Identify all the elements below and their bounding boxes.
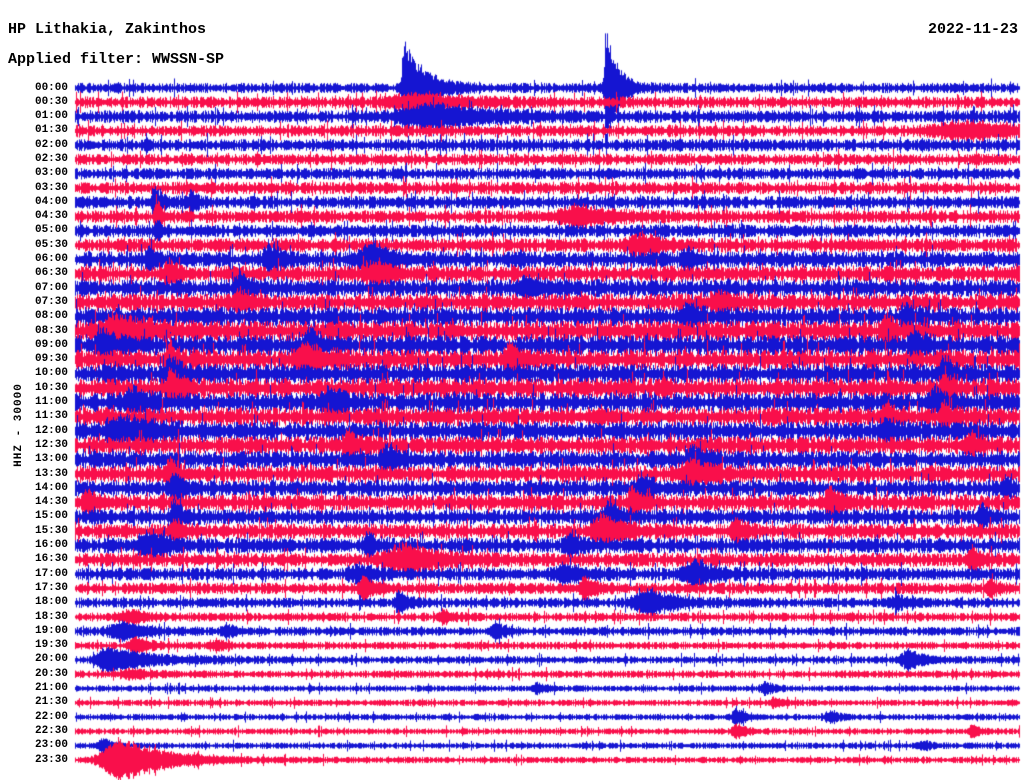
time-label: 12:30: [34, 438, 68, 451]
time-label: 22:00: [34, 710, 68, 723]
time-label: 07:30: [34, 295, 68, 308]
time-label: 09:30: [34, 353, 68, 366]
time-label: 08:00: [34, 310, 68, 323]
time-label: 21:30: [34, 696, 68, 709]
time-label: 19:00: [34, 624, 68, 637]
time-label: 16:30: [34, 553, 68, 566]
time-label: 11:30: [34, 410, 68, 423]
time-label: 06:30: [34, 267, 68, 280]
time-label: 02:30: [34, 152, 68, 165]
time-label: 01:00: [34, 110, 68, 123]
applied-filter-label: Applied filter: WWSSN-SP: [8, 51, 225, 68]
time-label: 10:30: [34, 381, 68, 394]
time-label: 23:00: [34, 739, 68, 752]
time-label: 00:30: [34, 95, 68, 108]
time-label: 18:30: [34, 610, 68, 623]
time-label: 13:30: [34, 467, 68, 480]
time-label: 15:30: [34, 524, 68, 537]
time-label: 22:30: [34, 724, 68, 737]
time-label: 05:00: [34, 224, 68, 237]
time-label: 23:30: [34, 753, 68, 766]
time-label: 16:00: [34, 539, 68, 552]
time-label: 21:00: [34, 682, 68, 694]
time-label: 06:00: [34, 253, 68, 266]
time-label: 02:00: [34, 138, 68, 151]
time-label: 20:00: [34, 653, 68, 666]
time-label: 13:00: [34, 453, 68, 466]
time-label: 18:00: [34, 596, 68, 609]
time-label: 11:00: [34, 396, 68, 409]
time-label: 03:30: [34, 181, 68, 194]
time-label: 09:00: [34, 338, 68, 351]
time-label: 15:00: [34, 510, 68, 523]
time-label: 14:00: [34, 481, 68, 494]
time-label: 10:00: [34, 367, 68, 380]
time-label: 05:30: [34, 238, 68, 251]
time-label: 20:30: [34, 667, 68, 680]
time-label: 01:30: [34, 124, 68, 137]
time-label: 12:00: [34, 424, 68, 437]
time-label: 08:30: [34, 324, 68, 337]
time-label: 17:30: [34, 581, 68, 594]
time-label: 04:00: [34, 195, 68, 208]
time-label: 04:30: [34, 210, 68, 223]
time-label: 17:00: [34, 567, 68, 580]
station-title: HP Lithakia, Zakinthos: [8, 21, 207, 38]
time-label: 03:00: [34, 167, 68, 180]
time-label: 19:30: [34, 639, 68, 652]
time-label: 00:00: [34, 81, 68, 94]
date-label: 2022-11-23: [927, 21, 1018, 38]
time-label: 14:30: [34, 496, 68, 509]
time-label: 07:00: [34, 281, 68, 294]
